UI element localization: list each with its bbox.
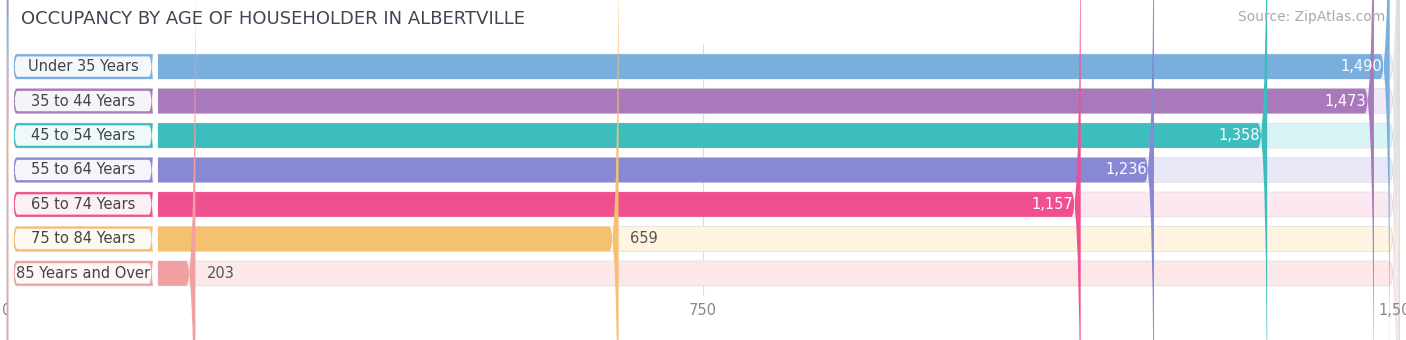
Text: 75 to 84 Years: 75 to 84 Years: [31, 232, 135, 246]
FancyBboxPatch shape: [7, 0, 1374, 340]
FancyBboxPatch shape: [7, 0, 1267, 340]
Text: 1,157: 1,157: [1032, 197, 1073, 212]
FancyBboxPatch shape: [7, 0, 1399, 340]
Text: OCCUPANCY BY AGE OF HOUSEHOLDER IN ALBERTVILLE: OCCUPANCY BY AGE OF HOUSEHOLDER IN ALBER…: [21, 10, 524, 28]
FancyBboxPatch shape: [7, 0, 1081, 340]
FancyBboxPatch shape: [7, 0, 1399, 340]
Text: 45 to 54 Years: 45 to 54 Years: [31, 128, 135, 143]
FancyBboxPatch shape: [8, 0, 157, 340]
Text: 1,358: 1,358: [1218, 128, 1260, 143]
FancyBboxPatch shape: [8, 0, 157, 340]
Text: 1,236: 1,236: [1105, 163, 1146, 177]
Text: 35 to 44 Years: 35 to 44 Years: [31, 94, 135, 108]
FancyBboxPatch shape: [8, 0, 157, 340]
FancyBboxPatch shape: [7, 0, 1399, 340]
FancyBboxPatch shape: [7, 0, 1399, 340]
FancyBboxPatch shape: [8, 0, 157, 340]
FancyBboxPatch shape: [7, 0, 1399, 340]
Text: 1,473: 1,473: [1324, 94, 1367, 108]
Text: 85 Years and Over: 85 Years and Over: [15, 266, 150, 281]
FancyBboxPatch shape: [7, 0, 619, 340]
FancyBboxPatch shape: [7, 0, 1154, 340]
Text: Under 35 Years: Under 35 Years: [28, 59, 139, 74]
Text: 1,490: 1,490: [1340, 59, 1382, 74]
Text: 55 to 64 Years: 55 to 64 Years: [31, 163, 135, 177]
Text: 659: 659: [630, 232, 658, 246]
FancyBboxPatch shape: [7, 0, 1399, 340]
FancyBboxPatch shape: [7, 0, 1389, 340]
FancyBboxPatch shape: [7, 0, 195, 340]
FancyBboxPatch shape: [7, 0, 1399, 340]
FancyBboxPatch shape: [8, 0, 157, 340]
FancyBboxPatch shape: [8, 0, 157, 340]
Text: 203: 203: [207, 266, 235, 281]
FancyBboxPatch shape: [8, 0, 157, 340]
Text: Source: ZipAtlas.com: Source: ZipAtlas.com: [1237, 10, 1385, 24]
Text: 65 to 74 Years: 65 to 74 Years: [31, 197, 135, 212]
